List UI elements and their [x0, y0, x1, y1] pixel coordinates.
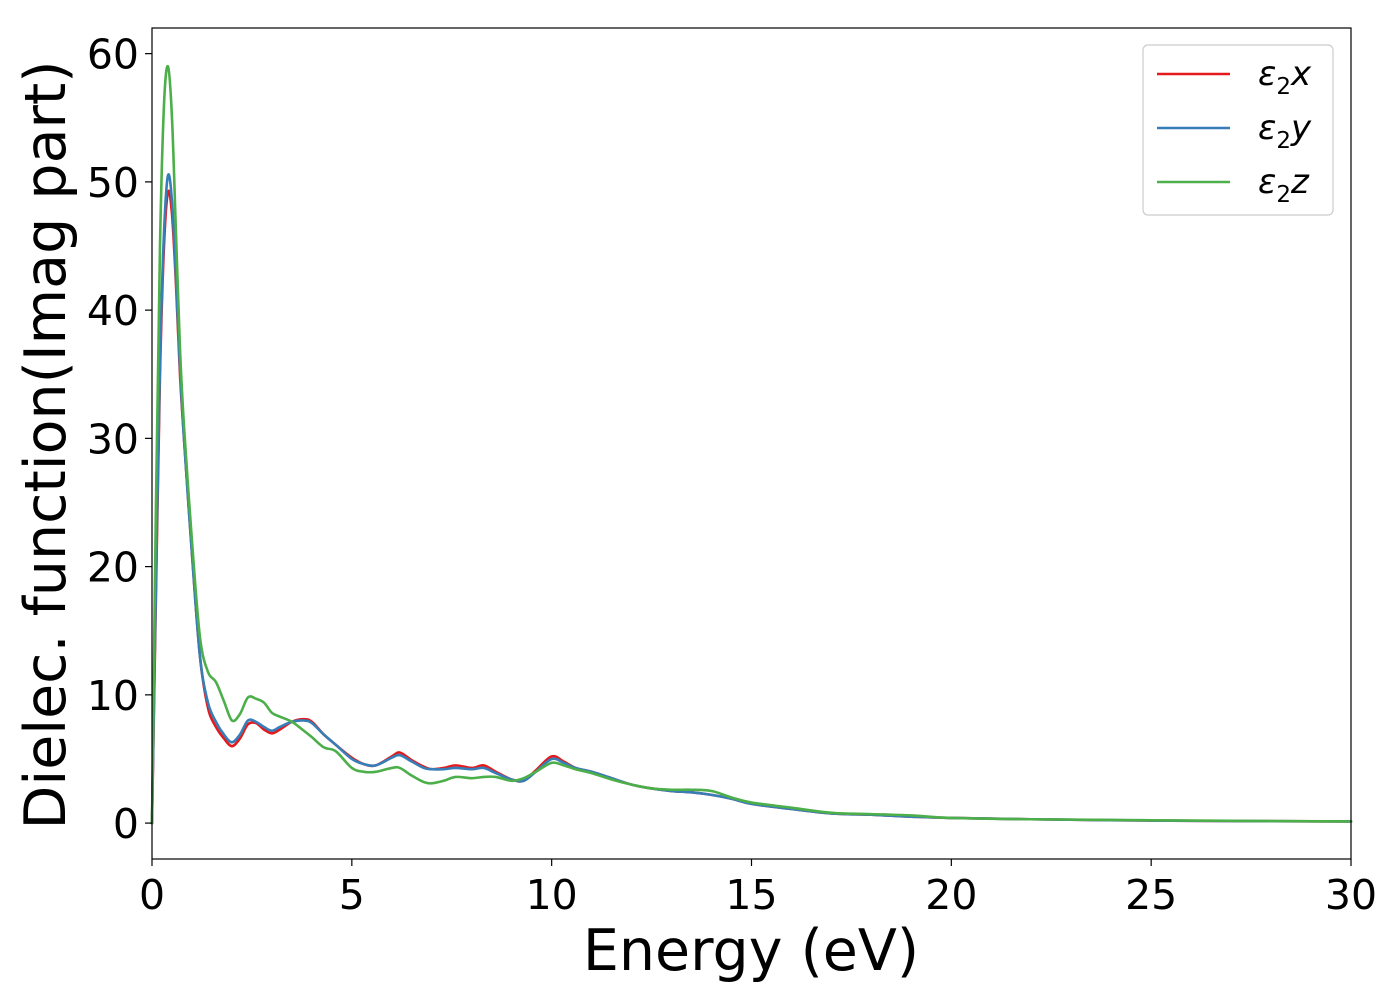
y-tick-label: 10 — [87, 672, 139, 720]
y-tick-label: 30 — [87, 415, 139, 463]
y-tick-label: 40 — [87, 287, 139, 335]
x-tick-label: 25 — [1125, 871, 1177, 919]
y-axis: 0 10 20 30 40 50 60 — [87, 31, 152, 848]
y-tick-label: 0 — [113, 800, 139, 848]
legend: ε2x ε2y ε2z — [1142, 44, 1334, 216]
y-tick-label: 60 — [87, 31, 139, 79]
legend-label-y: ε2y — [1258, 108, 1312, 154]
y-axis-title: Dielec. function(Imag part) — [13, 60, 79, 829]
x-tick-label: 5 — [339, 871, 365, 919]
series-line-z — [150, 64, 1353, 825]
x-axis: 0 5 10 15 20 25 30 — [139, 859, 1377, 919]
x-tick-label: 10 — [526, 871, 578, 919]
legend-label-z: ε2z — [1258, 162, 1310, 208]
legend-box — [1142, 44, 1334, 216]
series-layer — [150, 64, 1353, 825]
x-tick-label: 0 — [139, 871, 165, 919]
y-tick-label: 20 — [87, 544, 139, 592]
x-tick-label: 15 — [725, 871, 777, 919]
x-tick-label: 20 — [925, 871, 977, 919]
y-tick-label: 50 — [87, 159, 139, 207]
x-axis-title: Energy (eV) — [583, 918, 919, 984]
legend-label-x: ε2x — [1258, 54, 1312, 100]
x-tick-label: 30 — [1325, 871, 1377, 919]
